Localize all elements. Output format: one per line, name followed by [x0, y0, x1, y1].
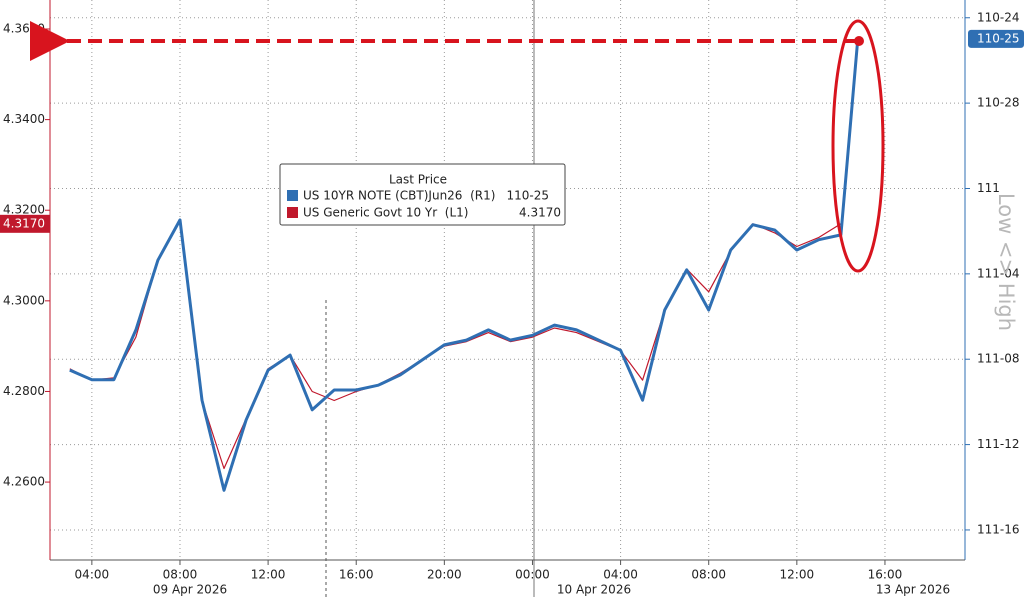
x-tick-label: 12:00	[780, 568, 815, 582]
lines	[69, 38, 860, 492]
y-tick-label: 4.3400	[3, 112, 45, 126]
last-value-label: 4.3170	[3, 216, 45, 230]
y2-tick-label: 111-16	[977, 522, 1020, 536]
y2-tick-label: 111-12	[977, 437, 1020, 451]
y-tick-label: 4.3600	[3, 21, 45, 35]
x-tick-label: 04:00	[75, 568, 110, 582]
series-line	[69, 38, 860, 492]
y-tick-label: 4.2600	[3, 475, 45, 489]
x-date-label: 13 Apr 2026	[876, 583, 950, 597]
legend-swatch	[287, 207, 298, 218]
legend-title: Last Price	[389, 173, 447, 187]
y2-tick-label: 111-08	[977, 352, 1020, 366]
x-tick-label: 16:00	[339, 568, 374, 582]
annotation-ellipse	[831, 19, 885, 273]
legend-value: 4.3170	[519, 206, 561, 220]
x-date-label: 09 Apr 2026	[153, 583, 227, 597]
annotation-dot	[854, 36, 864, 46]
x-tick-label: 08:00	[691, 568, 726, 582]
y2-tick-label: 111-04	[977, 266, 1020, 280]
x-tick-label: 16:00	[868, 568, 903, 582]
x-tick-label: 12:00	[251, 568, 286, 582]
y-tick-label: 4.3000	[3, 293, 45, 307]
legend-entry: US Generic Govt 10 Yr (L1)	[303, 206, 469, 220]
y2-axis-label: Low <> High	[994, 193, 1018, 331]
grid	[50, 0, 965, 597]
legend-box	[279, 163, 566, 226]
legend-value: 110-25	[506, 189, 549, 203]
y2-tick-label: 110-28	[977, 96, 1020, 110]
last-value-badge	[0, 214, 50, 233]
legend-swatch	[287, 190, 298, 201]
y-tick-label: 4.3200	[3, 203, 45, 217]
legend: Last Price US 10YR NOTE (CBT)Jun26 (R1) …	[279, 163, 566, 226]
x-date-label: 10 Apr 2026	[557, 583, 631, 597]
y-tick-label: 4.2800	[3, 384, 45, 398]
legend-entry: US 10YR NOTE (CBT)Jun26 (R1)	[303, 189, 495, 203]
x-tick-label: 04:00	[603, 568, 638, 582]
last-value-label: 110-25	[977, 31, 1020, 45]
x-tick-label: 08:00	[163, 568, 198, 582]
x-tick-label: 00:00	[515, 568, 550, 582]
x-tick-label: 20:00	[427, 568, 462, 582]
last-value-badge	[968, 29, 1024, 48]
y2-tick-label: 111	[977, 181, 1000, 195]
y2-tick-label: 110-24	[977, 10, 1020, 24]
